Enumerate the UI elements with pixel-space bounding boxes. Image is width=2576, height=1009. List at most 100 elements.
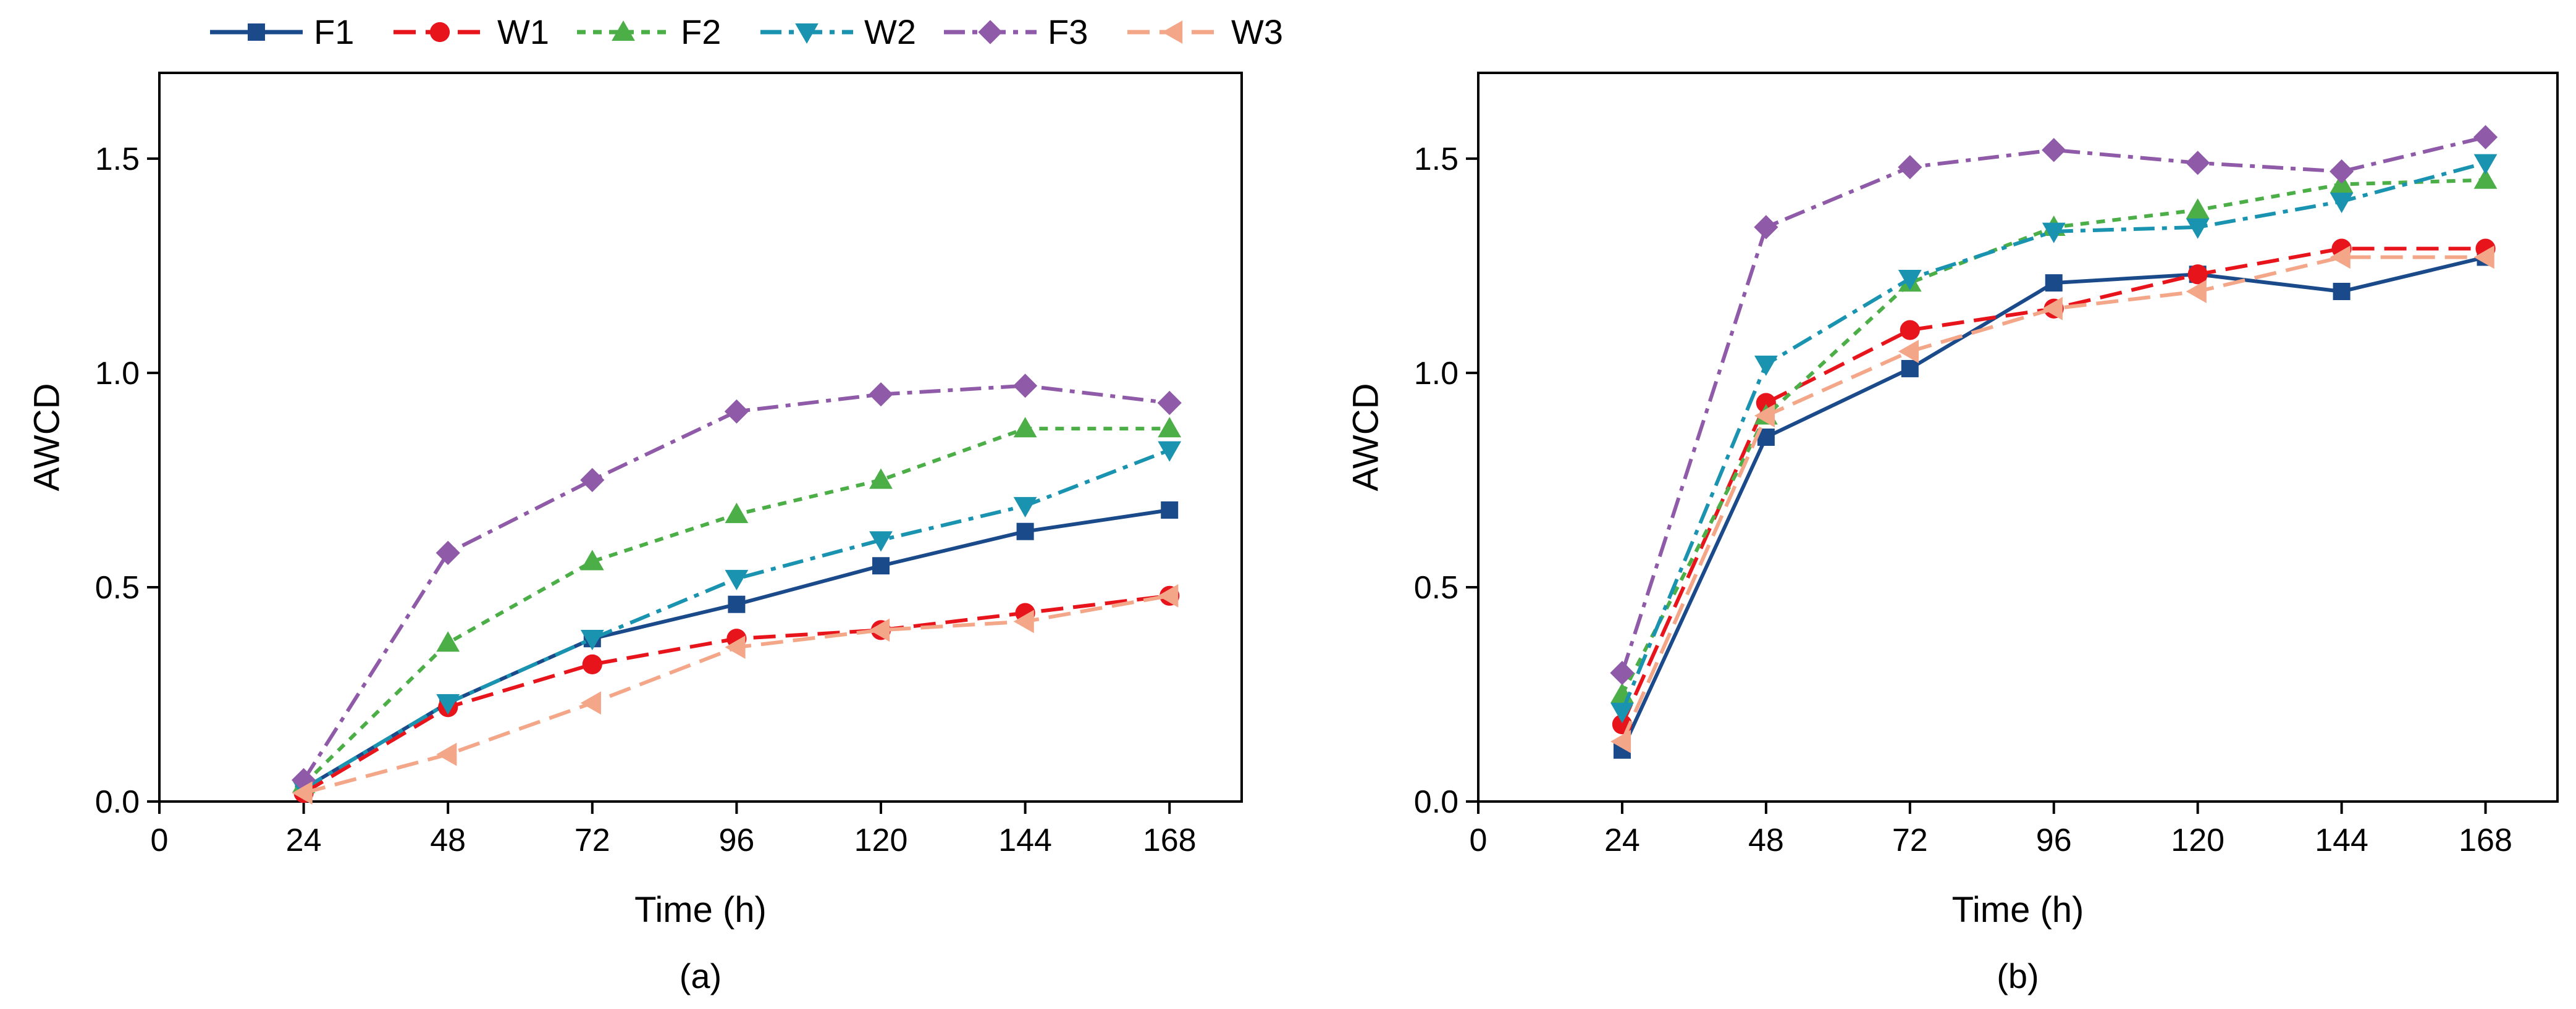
panel-b-plot-frame: [1477, 72, 2559, 803]
panel-a-point-f1: [1016, 522, 1034, 540]
legend: F1 W1 F2 W2 F3 W3: [210, 12, 1283, 51]
panel-b-point-w3: [2473, 245, 2494, 269]
legend-entry-w3: W3: [1127, 12, 1283, 51]
panel-a-x-tick-label: 120: [854, 823, 908, 858]
panel-a-x-tick-label: 48: [430, 823, 466, 858]
panel-b-line-f1: [1620, 255, 2486, 751]
panel-a-x-tick-label: 0: [151, 823, 169, 858]
panel-a-point-f3: [1013, 374, 1038, 398]
panel-b-y-axis-title: AWCD: [1345, 383, 1386, 491]
panel-a-point-f3: [580, 467, 605, 493]
panel-b-y-tick-label: 0.5: [1414, 570, 1458, 606]
panel-b-point-w2: [2042, 222, 2066, 243]
panel-a-caption: (a): [680, 957, 722, 995]
panel-b-point-w2: [2186, 218, 2210, 239]
panel-b-line-w3: [1620, 255, 2486, 743]
panel-b-point-w2: [2473, 154, 2498, 175]
panel-b-y-tick-label: 1.5: [1414, 141, 1458, 177]
panel-a-y-tick-label: 1.5: [95, 141, 140, 177]
panel-a-point-w3: [869, 618, 890, 642]
panel-a-point-f1: [1161, 501, 1179, 519]
panel-a-point-f2: [1013, 417, 1037, 438]
panel-b-point-w3: [1754, 404, 1775, 428]
panel-b-point-w3: [2330, 245, 2351, 269]
panel-a-x-tick-label: 96: [718, 823, 754, 858]
panel-b-point-f1: [2045, 274, 2063, 292]
panel-b-point-f1: [2333, 283, 2351, 300]
panel-b-series-w2: [1610, 154, 2498, 724]
panel-a-point-w2: [580, 630, 604, 651]
legend-marker-f3: [978, 20, 1003, 44]
panel-a-point-f2: [436, 631, 460, 652]
panel-a-point-f3: [292, 768, 316, 792]
panel-b-point-f3: [2042, 138, 2066, 162]
legend-label-f2: F2: [681, 12, 721, 51]
panel-b-x-tick-label: 168: [2459, 823, 2512, 858]
panel-a-y-tick-label: 1.0: [95, 356, 140, 391]
panel-b-point-w3: [2186, 280, 2207, 303]
panel-b-point-f3: [1754, 215, 1778, 240]
panel-a-line-w1: [303, 593, 1170, 795]
panel-b-point-f3: [2473, 125, 2498, 149]
legend-label-w2: W2: [864, 12, 916, 51]
legend-label-w3: W3: [1231, 12, 1283, 51]
panel-b-x-tick-label: 24: [1604, 823, 1640, 858]
legend-marker-w1: [429, 22, 450, 43]
legend-entry-w1: W1: [394, 12, 549, 51]
panel-a-series-f2: [292, 417, 1182, 793]
panel-b-line-w2: [1620, 161, 2486, 713]
panel-a-point-f3: [869, 382, 893, 407]
panel-b-point-f3: [1898, 155, 1922, 180]
panel-b-series-f1: [1613, 248, 2494, 759]
panel-a-point-w3: [1013, 609, 1034, 634]
panel-b-y-tick-label: 1.0: [1414, 356, 1458, 391]
panel-a-y-axis-title: AWCD: [27, 383, 67, 491]
panel-b-x-tick-label: 48: [1748, 823, 1784, 858]
legend-entry-f3: F3: [944, 12, 1088, 51]
panel-b-point-f3: [2330, 159, 2354, 184]
panel-b-x-tick-label: 144: [2315, 823, 2368, 858]
panel-a-point-f2: [869, 468, 893, 489]
panel-b-series-w3: [1610, 245, 2494, 753]
panel-a-x-axis-title: Time (h): [634, 890, 767, 930]
panel-b-point-w2: [1610, 703, 1634, 724]
panel-a-point-f3: [436, 540, 460, 566]
panel-a-point-f2: [580, 550, 604, 571]
panel-b-point-f3: [1610, 661, 1635, 685]
panel-b-x-tick-label: 72: [1892, 823, 1928, 858]
panel-a-series-w1: [293, 585, 1180, 803]
legend-label-w1: W1: [497, 12, 549, 51]
panel-b-point-w2: [2330, 193, 2354, 214]
panel-b-point-w2: [1754, 355, 1778, 376]
panel-a-point-w3: [725, 635, 746, 659]
panel-a-plot-frame: [158, 72, 1243, 803]
panel-a-x-tick-label: 72: [575, 823, 610, 858]
panel-a-point-f3: [1157, 390, 1182, 416]
legend-marker-w3: [1162, 20, 1183, 44]
panel-a-line-w2: [303, 448, 1171, 790]
panel-a-y-tick-label: 0.0: [95, 784, 140, 820]
panel-b-point-f1: [1901, 359, 1919, 377]
panel-a-point-w2: [1158, 441, 1182, 462]
panel-a-point-w2: [869, 531, 893, 552]
panel-a-point-f2: [725, 503, 749, 524]
panel-b-point-w2: [1898, 270, 1922, 291]
panel-a-point-w2: [436, 694, 460, 715]
panel-b-point-w3: [1610, 729, 1631, 753]
panel-b-x-tick-label: 96: [2036, 823, 2072, 858]
panel-a: 0 24 48 72 96 120 144 168 0.0 0.5 1.0 1.5 Time (h) AW…: [27, 72, 1243, 995]
panel-b-point-f3: [2186, 151, 2210, 175]
panel-a-point-w3: [436, 742, 457, 766]
panel-b-x-axis-title: Time (h): [1952, 890, 2084, 930]
legend-entry-w2: W2: [760, 12, 916, 51]
legend-marker-f2: [612, 20, 635, 41]
legend-marker-w2: [795, 23, 819, 44]
panel-a-point-f1: [728, 595, 746, 613]
panel-a-point-f1: [872, 557, 890, 575]
legend-entry-f2: F2: [577, 12, 721, 51]
panel-a-point-f2: [1158, 417, 1182, 438]
panel-a-series-f3: [292, 374, 1182, 792]
panel-b-line-w1: [1620, 246, 2486, 726]
panel-b-x-tick-label: 0: [1470, 823, 1488, 858]
